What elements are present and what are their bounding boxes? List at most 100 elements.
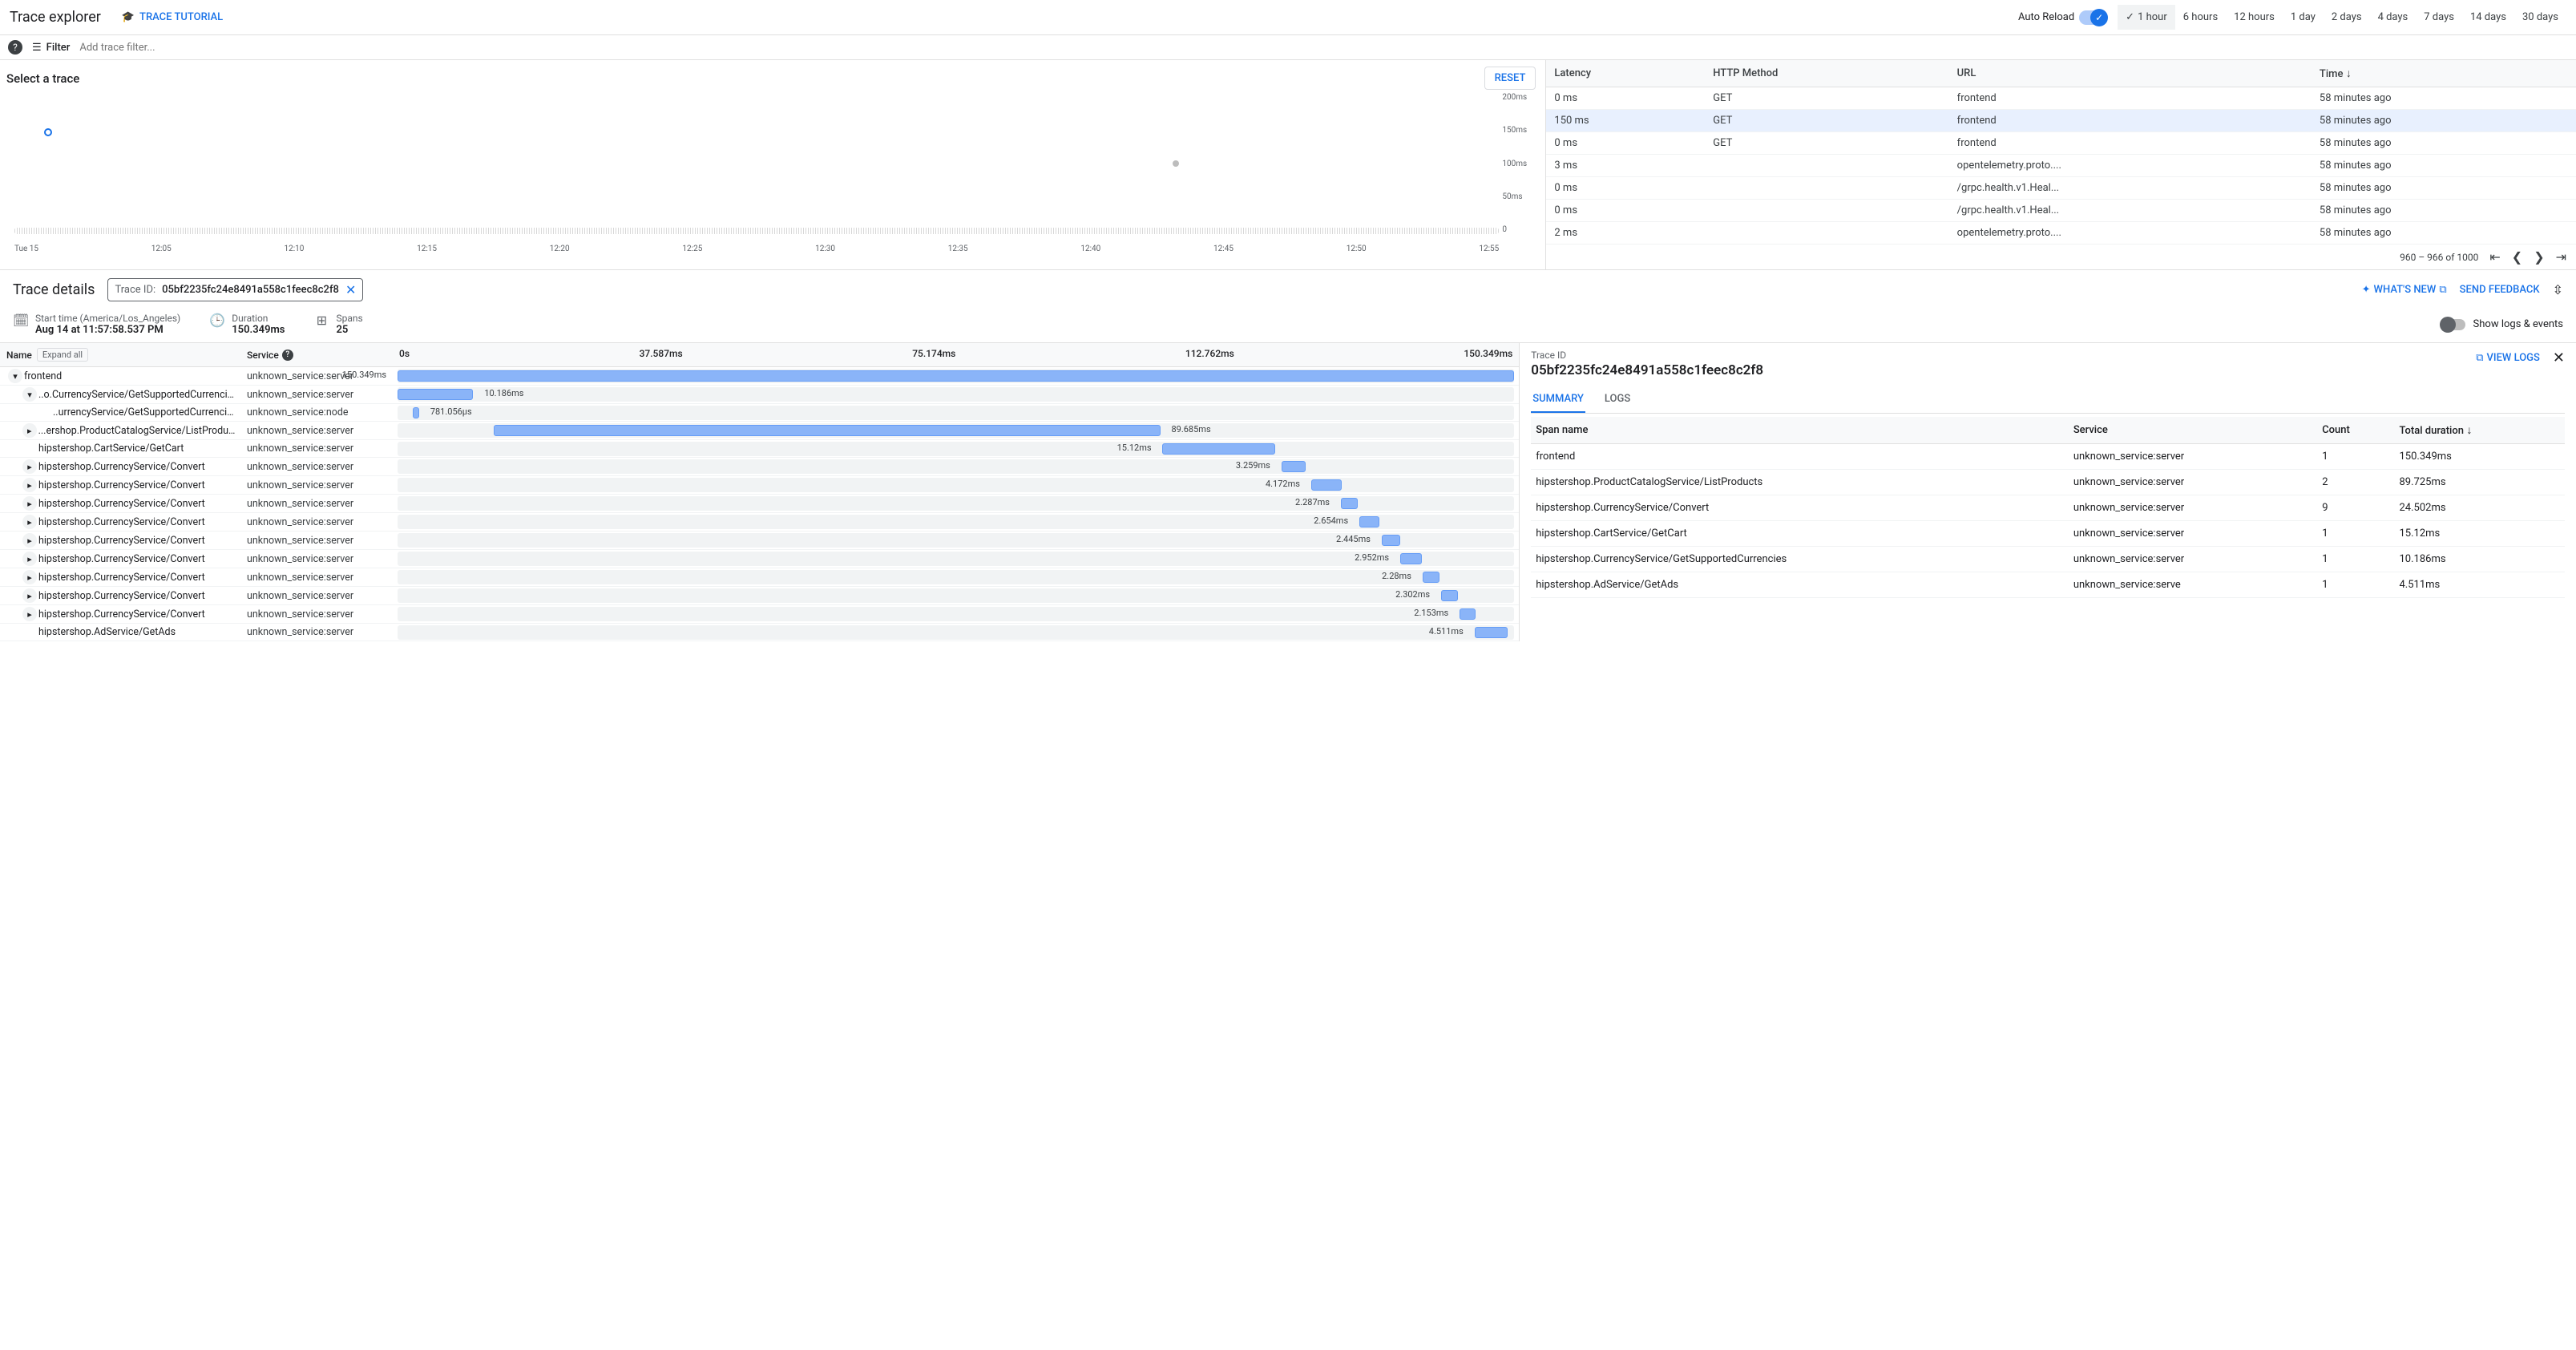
help-icon[interactable]: ? — [8, 40, 22, 55]
span-row[interactable]: hipstershop.CartService/GetCartunknown_s… — [0, 440, 1519, 458]
service-help-icon[interactable]: ? — [282, 350, 293, 361]
span-row[interactable]: ▸hipstershop.CurrencyService/Convertunkn… — [0, 513, 1519, 532]
summary-row[interactable]: hipstershop.ProductCatalogService/ListPr… — [1531, 470, 2565, 495]
filter-input[interactable] — [79, 42, 2568, 54]
span-bar[interactable] — [1475, 627, 1508, 638]
expand-chevron-icon[interactable]: ▸ — [22, 515, 37, 529]
show-logs-toggle[interactable] — [2441, 319, 2465, 330]
summary-column-header[interactable]: Service — [2069, 417, 2317, 444]
whats-new-button[interactable]: ✦ WHAT'S NEW ⧉ — [2362, 284, 2447, 296]
span-bar[interactable] — [413, 407, 419, 418]
clear-trace-id-icon[interactable]: ✕ — [345, 282, 356, 297]
trace-row[interactable]: 0 ms/grpc.health.v1.Heal...58 minutes ag… — [1546, 177, 2576, 200]
expand-chevron-icon[interactable]: ▸ — [22, 607, 37, 621]
time-range-option[interactable]: 4 days — [2370, 5, 2417, 30]
pager-prev-icon[interactable]: ❮ — [2512, 249, 2522, 265]
pager-first-icon[interactable]: ⇤ — [2489, 249, 2500, 265]
trace-column-header[interactable]: HTTP Method — [1705, 60, 1948, 87]
expand-chevron-icon[interactable]: ▸ — [22, 570, 37, 584]
span-bar[interactable] — [494, 425, 1160, 436]
trace-column-header[interactable]: URL — [1949, 60, 2312, 87]
span-row[interactable]: ▾frontendunknown_service:server150.349ms — [0, 367, 1519, 386]
summary-row[interactable]: hipstershop.CurrencyService/GetSupported… — [1531, 547, 2565, 572]
expand-chevron-icon[interactable]: ▸ — [22, 459, 37, 474]
trace-point[interactable] — [1173, 160, 1179, 167]
span-row[interactable]: ▸hipstershop.CurrencyService/Convertunkn… — [0, 550, 1519, 568]
expand-chevron-icon[interactable]: ▾ — [8, 369, 22, 383]
trace-row[interactable]: 150 msGETfrontend58 minutes ago — [1546, 110, 2576, 132]
span-bar[interactable] — [1400, 553, 1422, 564]
span-bar[interactable] — [1162, 443, 1274, 455]
expand-chevron-icon[interactable]: ▸ — [22, 552, 37, 566]
reset-button[interactable]: RESET — [1484, 67, 1536, 90]
expand-collapse-icon[interactable]: ⇳ — [2553, 282, 2563, 297]
span-bar[interactable] — [1441, 590, 1458, 601]
span-row[interactable]: ▸hipstershop.CurrencyService/Convertunkn… — [0, 568, 1519, 587]
trace-row[interactable]: 0 msGETfrontend58 minutes ago — [1546, 87, 2576, 110]
summary-column-header[interactable]: Count — [2317, 417, 2394, 444]
send-feedback-button[interactable]: SEND FEEDBACK — [2460, 284, 2540, 296]
span-bar[interactable] — [1382, 535, 1400, 546]
summary-row[interactable]: hipstershop.AdService/GetAdsunknown_serv… — [1531, 572, 2565, 598]
span-bar[interactable] — [398, 370, 1514, 382]
auto-reload-label: Auto Reload — [2018, 11, 2074, 23]
span-row[interactable]: ▸...ershop.ProductCatalogService/ListPro… — [0, 422, 1519, 440]
span-bar[interactable] — [1460, 608, 1476, 620]
span-row[interactable]: ▸hipstershop.CurrencyService/Convertunkn… — [0, 605, 1519, 624]
auto-reload-toggle[interactable] — [2079, 10, 2106, 25]
latency-scatter-chart[interactable]: 200ms150ms100ms50ms0 Tue 1512:0512:1012:… — [6, 93, 1536, 253]
summary-row[interactable]: hipstershop.CartService/GetCartunknown_s… — [1531, 521, 2565, 547]
x-tick-label: 12:55 — [1479, 245, 1499, 253]
span-row[interactable]: ▸hipstershop.CurrencyService/Convertunkn… — [0, 476, 1519, 495]
close-panel-icon[interactable]: ✕ — [2553, 350, 2565, 366]
span-bar[interactable] — [398, 389, 473, 400]
span-row[interactable]: ▸hipstershop.CurrencyService/Convertunkn… — [0, 532, 1519, 550]
span-row[interactable]: hipstershop.AdService/GetAdsunknown_serv… — [0, 624, 1519, 641]
span-row[interactable]: ..urrencyService/GetSupportedCurrenciesu… — [0, 404, 1519, 422]
time-range-option[interactable]: 6 hours — [2175, 5, 2226, 30]
summary-row[interactable]: hipstershop.CurrencyService/Convertunkno… — [1531, 495, 2565, 521]
time-range-option[interactable]: 12 hours — [2226, 5, 2283, 30]
trace-row[interactable]: 2 msopentelemetry.proto....58 minutes ag… — [1546, 222, 2576, 245]
expand-chevron-icon[interactable]: ▸ — [22, 588, 37, 603]
summary-column-header[interactable]: Total duration ↓ — [2394, 417, 2565, 444]
expand-chevron-icon[interactable]: ▸ — [22, 496, 37, 511]
send-feedback-label: SEND FEEDBACK — [2460, 284, 2540, 296]
expand-chevron-icon[interactable]: ▸ — [22, 533, 37, 548]
pager-next-icon[interactable]: ❯ — [2534, 249, 2544, 265]
trace-row[interactable]: 0 ms/grpc.health.v1.Heal...58 minutes ag… — [1546, 200, 2576, 222]
expand-all-button[interactable]: Expand all — [37, 348, 88, 362]
time-range-option[interactable]: 7 days — [2416, 5, 2462, 30]
trace-id-input-box[interactable]: Trace ID: 05bf2235fc24e8491a558c1feec8c2… — [107, 278, 363, 301]
span-row[interactable]: ▸hipstershop.CurrencyService/Convertunkn… — [0, 495, 1519, 513]
summary-column-header[interactable]: Span name — [1531, 417, 2069, 444]
span-row[interactable]: ▾..o.CurrencyService/GetSupportedCurrenc… — [0, 386, 1519, 404]
expand-chevron-icon[interactable]: ▾ — [22, 387, 37, 402]
expand-chevron-icon[interactable]: ▸ — [22, 423, 37, 438]
span-bar[interactable] — [1311, 479, 1343, 491]
pager-last-icon[interactable]: ⇥ — [2556, 249, 2566, 265]
summary-row[interactable]: frontendunknown_service:server1150.349ms — [1531, 444, 2565, 470]
selected-trace-point[interactable] — [44, 128, 52, 136]
chart-plot-area[interactable] — [14, 93, 1499, 234]
time-range-option[interactable]: 1 day — [2283, 5, 2324, 30]
view-logs-button[interactable]: ⧉ VIEW LOGS — [2476, 352, 2540, 364]
span-bar[interactable] — [1423, 572, 1439, 583]
summary-tab[interactable]: LOGS — [1603, 386, 1632, 413]
span-bar[interactable] — [1359, 516, 1379, 527]
trace-column-header[interactable]: Latency — [1546, 60, 1705, 87]
expand-chevron-icon[interactable]: ▸ — [22, 478, 37, 492]
time-range-option[interactable]: ✓1 hour — [2118, 5, 2175, 30]
time-range-option[interactable]: 2 days — [2324, 5, 2370, 30]
span-bar[interactable] — [1282, 461, 1306, 472]
span-row[interactable]: ▸hipstershop.CurrencyService/Convertunkn… — [0, 587, 1519, 605]
trace-column-header[interactable]: Time ↓ — [2312, 60, 2576, 87]
span-row[interactable]: ▸hipstershop.CurrencyService/Convertunkn… — [0, 458, 1519, 476]
trace-tutorial-link[interactable]: 🎓 TRACE TUTORIAL — [122, 11, 223, 23]
span-bar[interactable] — [1341, 498, 1358, 509]
trace-row[interactable]: 0 msGETfrontend58 minutes ago — [1546, 132, 2576, 155]
time-range-option[interactable]: 14 days — [2462, 5, 2514, 30]
trace-row[interactable]: 3 msopentelemetry.proto....58 minutes ag… — [1546, 155, 2576, 177]
summary-tab[interactable]: SUMMARY — [1531, 386, 1585, 413]
time-range-option[interactable]: 30 days — [2514, 5, 2566, 30]
